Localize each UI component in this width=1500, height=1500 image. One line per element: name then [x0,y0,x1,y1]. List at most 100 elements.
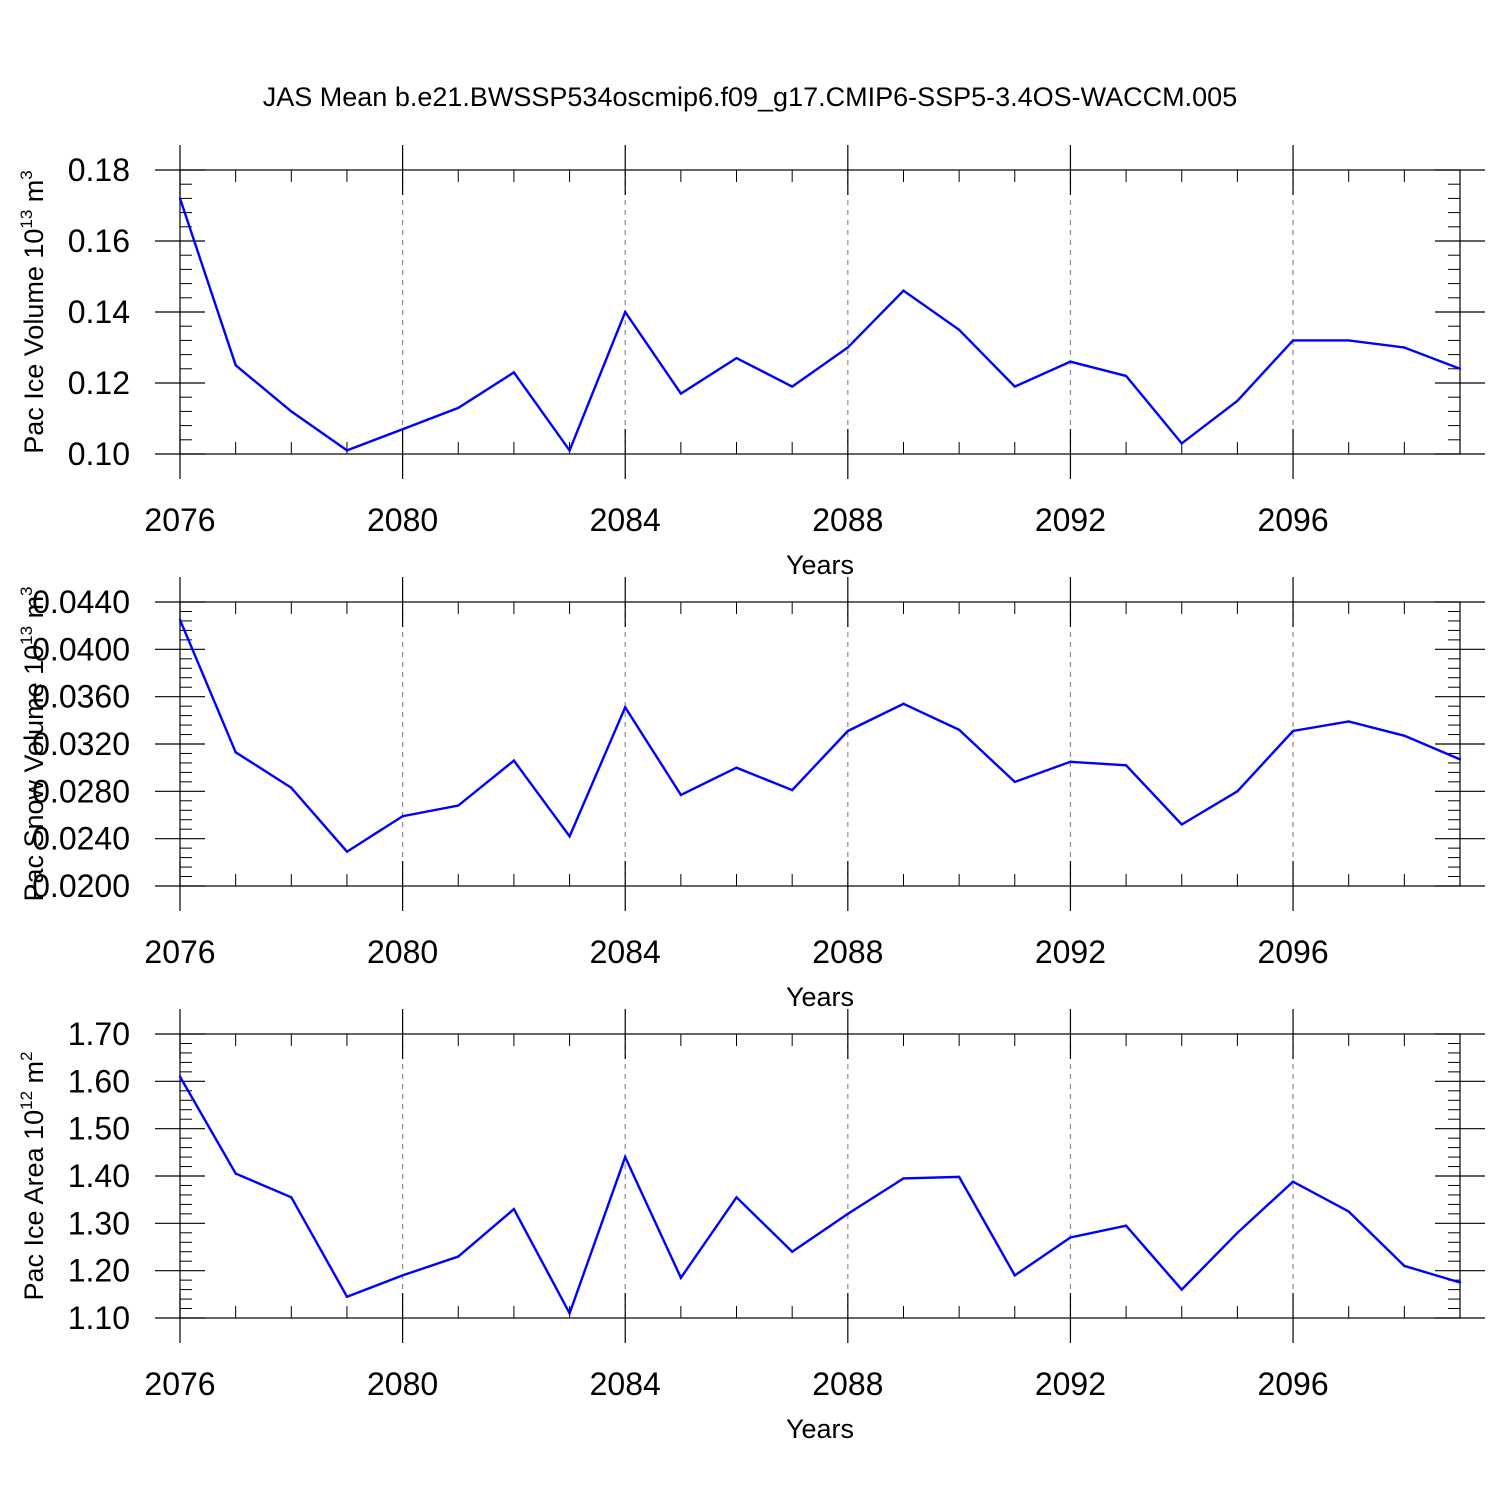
data-point [679,392,683,395]
chart-panel-3: 2076 2080 2084 2088 2092 2096 1.10 1.20 1.30 1.40… [17,1009,1485,1444]
data-point [957,1175,961,1179]
data-point [1180,442,1183,445]
y-tick-label: 0.18 [68,152,130,188]
y-tick-label: 1.20 [68,1253,130,1289]
series-line [178,619,1461,854]
x-axis-title: Years [786,550,854,580]
x-tick-label: 2092 [1035,934,1106,970]
data-point [457,1255,460,1258]
data-point [1069,360,1072,363]
y-tick-label: 0.0200 [32,868,130,904]
data-point [957,728,961,731]
data-point [178,618,182,621]
data-point [735,356,738,360]
x-tick-label: 2084 [590,502,661,538]
chart-panel-1: 2076 2080 2084 2088 2092 2096 0.10 0.12 0.14 0.16… [17,145,1485,580]
data-point [512,759,516,762]
data-point [1347,1210,1350,1213]
data-point [1291,729,1295,733]
data-point [1124,1224,1128,1227]
data-point [902,289,905,292]
data-point [178,197,182,200]
data-point [290,410,293,413]
x-tick-label: 2080 [367,934,438,970]
y-tick-label: 1.60 [68,1063,130,1099]
data-point [1458,367,1462,370]
x-tick-label: 2076 [144,1366,215,1402]
x-tick-label: 2096 [1257,502,1328,538]
x-tick-label: 2088 [812,934,883,970]
y-axis-title: Pac Snow Volume 1013 m3 [17,586,49,901]
data-point [401,814,404,818]
data-point [1180,823,1183,826]
y-tick-label: 1.50 [68,1111,130,1147]
data-point [846,346,850,349]
x-tick-label: 2084 [590,934,661,970]
data-point [679,793,683,797]
data-point [735,766,738,769]
y-tick-label: 0.0440 [32,584,130,620]
data-point [568,449,571,452]
data-point [401,1274,404,1277]
data-point [345,1295,349,1298]
data-point [846,1212,850,1216]
data-point [568,835,571,838]
x-tick-label: 2092 [1035,1366,1106,1402]
data-point [902,702,905,705]
x-tick-label: 2096 [1257,934,1328,970]
data-point [1069,1236,1072,1239]
y-tick-label: 0.14 [68,294,130,330]
data-point [457,804,460,807]
x-axis-title: Years [786,982,854,1012]
chart-panel-2: 2076 2080 2084 2088 2092 2096 0.0200 0.0240 0.02… [17,577,1485,1012]
data-point [290,786,293,789]
data-point [624,1155,627,1159]
data-point [1013,780,1016,784]
data-point [1403,346,1406,349]
data-point [234,1172,237,1175]
data-point [790,385,794,388]
y-tick-label: 1.30 [68,1205,130,1241]
data-point [1403,1264,1406,1268]
data-point [1013,1274,1016,1277]
data-point [401,427,404,431]
data-point [512,371,516,374]
data-point [512,1207,516,1211]
x-tick-label: 2096 [1257,1366,1328,1402]
data-point [234,751,237,754]
data-point [1013,385,1016,388]
y-tick-label: 0.10 [68,436,130,472]
x-tick-label: 2076 [144,934,215,970]
x-tick-label: 2088 [812,502,883,538]
data-point [1236,399,1239,402]
data-point [568,1312,571,1315]
data-point [345,449,349,452]
data-point [624,706,627,709]
data-point [735,1196,738,1199]
y-tick-label: 0.0400 [32,631,130,667]
data-point [790,788,794,792]
data-point [1124,374,1128,378]
y-axis-title: Pac Ice Volume 1013 m3 [17,170,49,454]
data-point [345,850,349,853]
y-tick-label: 1.40 [68,1158,130,1194]
x-tick-label: 2080 [367,1366,438,1402]
y-tick-label: 0.0280 [32,773,130,809]
y-tick-label: 0.12 [68,365,130,401]
data-point [178,1075,182,1078]
y-tick-label: 0.16 [68,223,130,259]
data-point [1458,758,1462,761]
series-line [178,1076,1461,1317]
data-point [790,1250,794,1253]
data-point [679,1276,683,1279]
x-tick-label: 2080 [367,502,438,538]
x-tick-label: 2088 [812,1366,883,1402]
figure-title: JAS Mean b.e21.BWSSP534oscmip6.f09_g17.C… [263,82,1237,112]
data-point [1347,720,1350,723]
y-axis-title: Pac Ice Area 1012 m2 [17,1051,49,1300]
plot-frame [179,169,1461,455]
data-point [957,328,961,331]
plot-frame [179,601,1461,887]
x-tick-label: 2076 [144,502,215,538]
